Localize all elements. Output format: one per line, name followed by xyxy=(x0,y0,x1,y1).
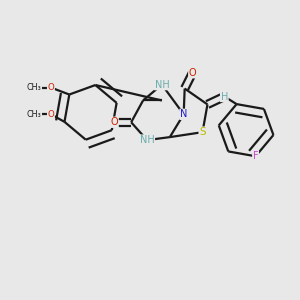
Text: NH: NH xyxy=(154,80,169,90)
Text: F: F xyxy=(253,151,258,161)
Text: S: S xyxy=(199,127,206,137)
Text: O: O xyxy=(189,68,196,78)
Text: O: O xyxy=(48,110,54,119)
Text: CH₃: CH₃ xyxy=(27,83,41,92)
Text: NH: NH xyxy=(140,135,154,145)
Text: CH₃: CH₃ xyxy=(27,110,41,119)
Text: O: O xyxy=(48,83,54,92)
Text: N: N xyxy=(180,109,188,119)
Text: O: O xyxy=(110,117,118,127)
Text: H: H xyxy=(220,92,228,101)
